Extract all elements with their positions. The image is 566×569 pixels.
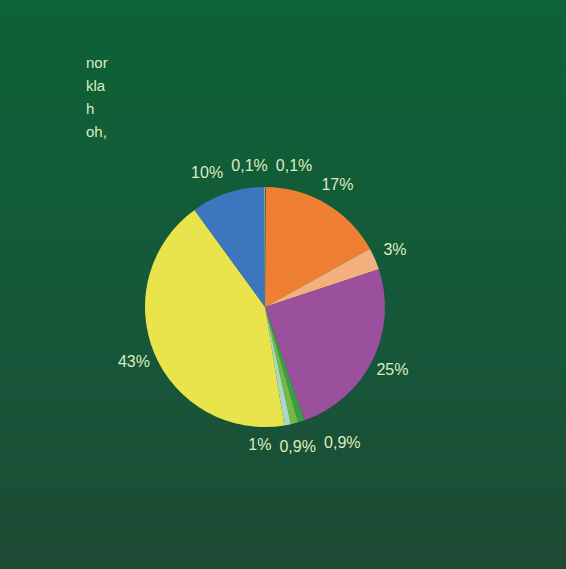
pie: [145, 187, 385, 427]
data-labels: 0,1% 17% 3% 25% 0,9% 1% 0,9% 43% 10% 0,1%: [118, 157, 409, 455]
data-label: 0,9%: [324, 434, 360, 451]
annotation: oh,: [86, 123, 107, 140]
annotation: nor: [86, 54, 108, 71]
slice: [264, 187, 266, 307]
data-label: 25%: [376, 361, 408, 378]
data-label: 10%: [191, 164, 223, 181]
chart: norklahoh,0,1%17%3%25%0,9%1%0,9%43%10%0,…: [0, 0, 566, 569]
slice: [194, 187, 265, 307]
data-label: 1%: [248, 436, 271, 453]
data-label: 3%: [383, 241, 406, 258]
data-label: 0,1%: [231, 157, 267, 174]
data-label: 17%: [321, 176, 353, 193]
data-label: 43%: [118, 353, 150, 370]
annotation: h: [86, 100, 94, 117]
data-label: 0,1%: [276, 157, 312, 174]
annotations: nor kla h oh,: [86, 54, 108, 140]
annotation: kla: [86, 77, 106, 94]
data-label: 0,9%: [279, 438, 315, 455]
background: [0, 0, 566, 569]
